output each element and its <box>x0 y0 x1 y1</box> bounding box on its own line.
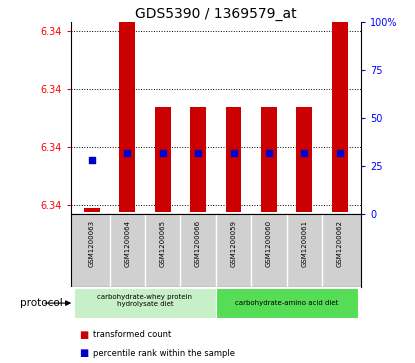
Bar <box>84 208 100 212</box>
Point <box>88 158 95 163</box>
Point <box>337 150 343 155</box>
Point <box>301 150 308 155</box>
Point <box>195 150 201 155</box>
Bar <box>261 107 277 212</box>
Bar <box>225 107 242 212</box>
Bar <box>190 107 206 212</box>
Bar <box>216 288 357 318</box>
Text: GSM1200062: GSM1200062 <box>337 220 343 267</box>
Point <box>159 150 166 155</box>
Text: GSM1200064: GSM1200064 <box>124 220 130 267</box>
Text: carbohydrate-whey protein
hydrolysate diet: carbohydrate-whey protein hydrolysate di… <box>98 294 193 307</box>
Bar <box>119 22 135 212</box>
Text: GSM1200065: GSM1200065 <box>160 220 166 267</box>
Title: GDS5390 / 1369579_at: GDS5390 / 1369579_at <box>135 7 297 21</box>
Text: GSM1200061: GSM1200061 <box>301 220 308 267</box>
Text: carbohydrate-amino acid diet: carbohydrate-amino acid diet <box>235 300 338 306</box>
Text: protocol: protocol <box>20 298 62 308</box>
Text: GSM1200059: GSM1200059 <box>230 220 237 267</box>
Text: ■: ■ <box>79 348 88 358</box>
Text: GSM1200060: GSM1200060 <box>266 220 272 267</box>
Point <box>230 150 237 155</box>
Point <box>124 150 131 155</box>
Bar <box>155 107 171 212</box>
Bar <box>296 107 312 212</box>
Bar <box>74 288 216 318</box>
Text: transformed count: transformed count <box>93 330 172 339</box>
Text: GSM1200063: GSM1200063 <box>89 220 95 267</box>
Text: ■: ■ <box>79 330 88 340</box>
Point <box>266 150 272 155</box>
Text: percentile rank within the sample: percentile rank within the sample <box>93 349 235 358</box>
Bar <box>332 22 348 212</box>
Text: GSM1200066: GSM1200066 <box>195 220 201 267</box>
